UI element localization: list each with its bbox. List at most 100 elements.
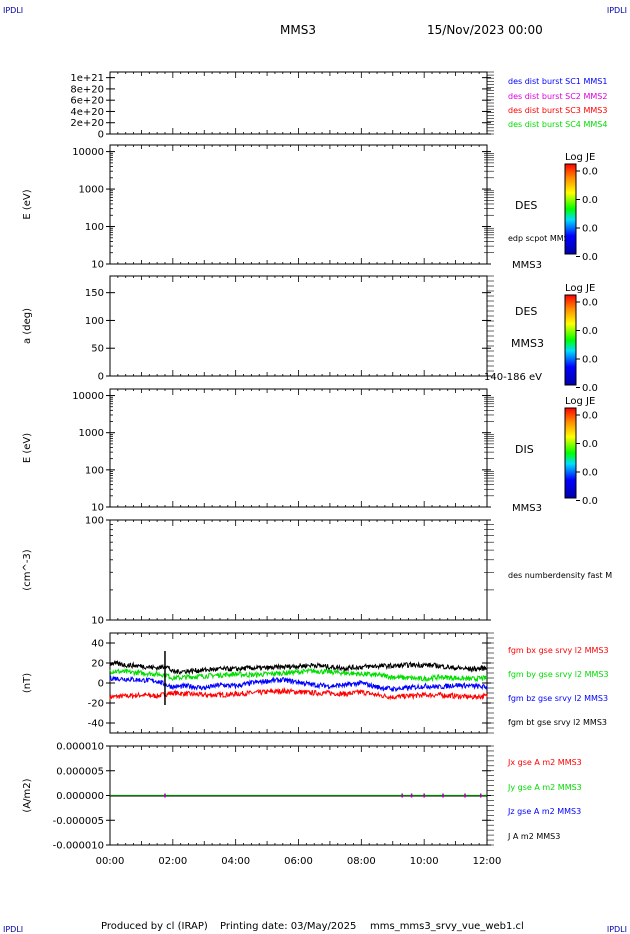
legend-entry: des dist burst SC1 MMS1 [508,77,607,86]
y-tick-label: 8e+20 [70,84,104,95]
colorbar-tick-label: 0.0 [582,355,598,366]
y-axis-label: E (eV) [22,433,33,463]
y-tick-label: -20 [88,699,104,710]
date-title: 15/Nov/2023 00:00 [427,23,543,37]
panel-frame [109,71,488,135]
colorbar-tick-label: 0.0 [582,195,598,206]
y-axis-label: (A/m2) [22,778,33,812]
colorbar [564,407,577,499]
y-tick-label: 100 [85,516,104,527]
legend-entry: des numberdensity fast M [508,571,612,580]
sublabel: MMS3 [511,337,544,350]
panel-frame [109,519,488,621]
y-tick-label: 10000 [72,147,104,158]
panel-p4: 10000 1000 100 10 E (eV) DIS MMS3 Log JE 0.0 0.0 0… [22,388,598,514]
colorbar [564,294,577,386]
y-tick-label: 1000 [79,428,104,439]
colorbar-tick-label: 0.0 [582,326,598,337]
y-tick-label: 0 [98,372,104,383]
x-tick-label: 06:00 [284,856,313,867]
y-tick-label: 100 [85,316,104,327]
series-line-bt [109,659,488,676]
colorbar-tick-label: 0.0 [582,468,598,479]
legend-entry: fgm bt gse srvy l2 MMS3 [508,718,607,727]
x-tick-label: 00:00 [96,856,125,867]
legend-entry: J A m2 MMS3 [507,832,560,841]
colorbar [564,163,577,255]
x-tick-label: 08:00 [347,856,376,867]
colorbar-tick-label: 0.0 [582,224,598,235]
colorbar-tick-label: 0.0 [582,252,598,263]
legend-entry: Jx gse A m2 MMS3 [507,758,582,767]
x-tick-label: 10:00 [410,856,439,867]
y-tick-label: 4e+20 [70,107,104,118]
y-axis-label: (nT) [22,673,33,693]
legend-entry: Jz gse A m2 MMS3 [507,807,581,816]
corner-label: MMS3 [512,260,542,271]
y-tick-label: -0.000005 [53,816,104,827]
panel-p5: 100 10 (cm^-3) des numberdensity fast M [22,516,612,627]
y-tick-label: 6e+20 [70,96,104,107]
instrument-label: DES [515,199,537,212]
legend-entry: des dist burst SC2 MMS2 [508,92,607,101]
sublabel: edp scpot MMS3 [508,234,574,243]
y-tick-label: 10 [91,503,104,514]
colorbar-tick-label: 0.0 [582,167,598,178]
corner-label-tl: IPDLI [3,6,23,15]
corner-label-tr: IPDLI [607,6,627,15]
legend-entry: fgm bx gse srvy l2 MMS3 [508,646,609,655]
series-line-bx [109,687,488,701]
panel-frame [109,144,488,265]
colorbar-title: Log JE [565,283,595,294]
y-axis-label: a (deg) [22,308,33,344]
colorbar-tick-label: 0.0 [582,298,598,309]
y-tick-label: 0.000010 [56,742,104,753]
legend-entry: Jy gse A m2 MMS3 [507,783,582,792]
series-line-bz [109,675,488,693]
instrument-label: DES [515,305,537,318]
corner-label: 140-186 eV [484,372,542,383]
colorbar-tick-label: 0.0 [582,411,598,422]
colorbar-tick-label: 0.0 [582,496,598,507]
panel-p3: 150 100 50 0 a (deg) DES MMS3 140-186 eV Log JE 0… [22,275,598,394]
footer-file: mms_mms3_srvy_vue_web1.cl [370,921,524,932]
y-tick-label: 0 [98,679,104,690]
y-tick-label: 0.000005 [56,766,104,777]
colorbar-tick-label: 0.0 [582,383,598,394]
legend-entry: fgm by gse srvy l2 MMS3 [508,670,609,679]
y-tick-label: 150 [85,288,104,299]
y-tick-label: 2e+20 [70,118,104,129]
panel-p7: 0.000010 0.000005 0.000000 -0.000005 -0.0000… [22,742,582,852]
y-axis-label: E (eV) [22,189,33,219]
y-tick-label: 100 [85,465,104,476]
x-tick-label: 02:00 [158,856,187,867]
y-tick-label: 40 [91,639,104,650]
y-tick-label: 10000 [72,391,104,402]
y-tick-label: 10 [91,616,104,627]
panel-frame [109,388,488,508]
y-tick-label: 0 [98,130,104,141]
series-line-by [109,667,488,683]
legend-entry: des dist burst SC4 MMS4 [508,120,607,129]
panel-p6: 40 20 0 -20 -40 (nT) fgm bx gse srvy l2 MMS3 fg… [22,632,609,734]
legend-entry: fgm bz gse srvy l2 MMS3 [508,694,608,703]
corner-label-br: IPDLI [607,925,627,934]
panel-frame [109,275,488,377]
y-tick-label: -0.000010 [53,841,104,852]
colorbar-tick-label: 0.0 [582,439,598,450]
footer-printing: Printing date: 03/May/2025 [220,921,356,932]
instrument-label: DIS [515,443,534,456]
legend-entry: des dist burst SC3 MMS3 [508,106,607,115]
footer-produced: Produced by cl (IRAP) [101,921,208,932]
y-tick-label: 50 [91,344,104,355]
corner-label: MMS3 [512,503,542,514]
y-tick-label: 1e+21 [70,73,104,84]
spacecraft-title: MMS3 [280,23,316,37]
y-tick-label: 10 [91,260,104,271]
y-tick-label: 100 [85,222,104,233]
y-axis-label: (cm^-3) [22,549,33,590]
x-tick-label: 12:00 [473,856,502,867]
